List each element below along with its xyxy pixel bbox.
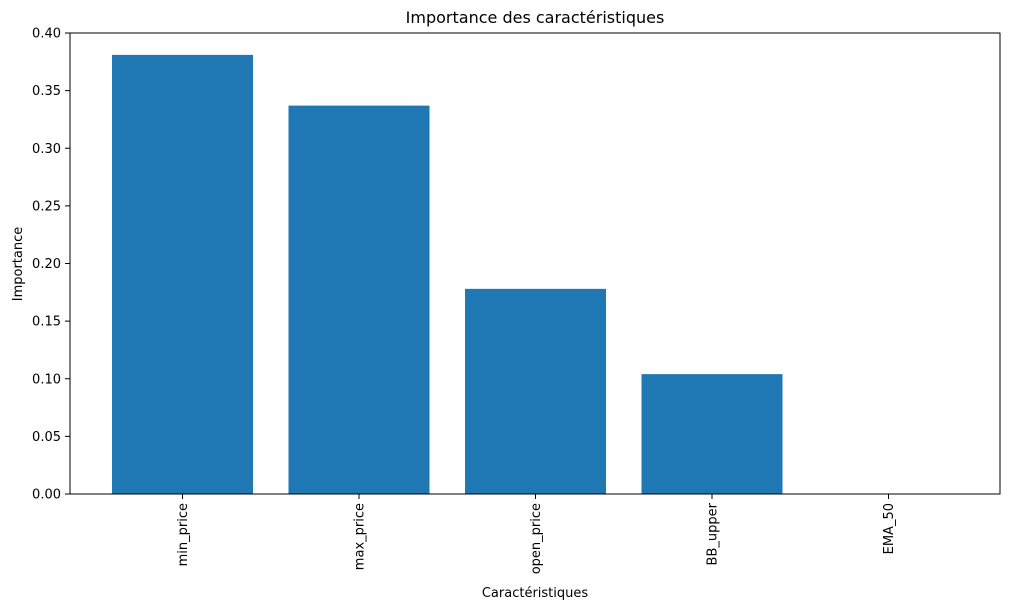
chart-title: Importance des caractéristiques xyxy=(406,8,665,27)
y-ticks-layer: 0.00 0.05 0.10 0.15 0.20 0.25 0.30 0.35 0.40 xyxy=(32,27,70,503)
y-tick-label: 0.30 xyxy=(32,142,61,157)
x-tick-label: min_price xyxy=(176,503,191,566)
x-tick-label: EMA_50 xyxy=(882,503,897,554)
y-tick-label: 0.25 xyxy=(32,199,61,214)
bars-layer xyxy=(112,54,783,495)
bar-open-price xyxy=(465,288,606,494)
x-axis-label: Caractéristiques xyxy=(482,586,589,601)
y-tick-label: 0.40 xyxy=(32,27,61,42)
y-tick-label: 0.35 xyxy=(32,84,61,99)
y-tick-label: 0.00 xyxy=(32,488,61,503)
y-tick-label: 0.05 xyxy=(32,430,61,445)
bar-min-price xyxy=(112,54,253,495)
y-axis-label: Importance xyxy=(11,227,26,302)
x-tick-label: max_price xyxy=(353,503,368,570)
x-tick-label: open_price xyxy=(529,503,544,574)
x-ticks-layer: min_price max_price open_price BB_upper EMA_… xyxy=(176,494,897,574)
y-tick-label: 0.10 xyxy=(32,372,61,387)
bar-bb-upper xyxy=(641,374,783,494)
x-tick-label: BB_upper xyxy=(706,502,721,565)
plot-frame xyxy=(69,32,1001,495)
y-tick-label: 0.20 xyxy=(32,257,61,272)
y-tick-label: 0.15 xyxy=(32,315,61,330)
bar-max-price xyxy=(288,105,430,495)
